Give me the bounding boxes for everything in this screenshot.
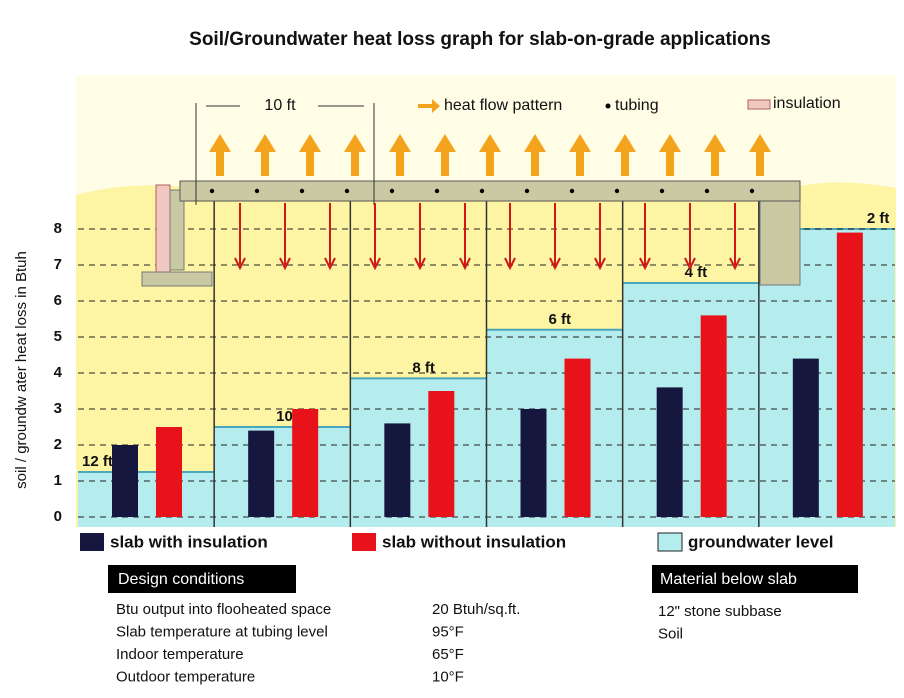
- depth-label: 12 ft: [82, 453, 113, 470]
- groundwater-level: [214, 427, 350, 527]
- tubing-dot: [750, 189, 754, 193]
- material-item: Soil: [658, 625, 683, 642]
- legend-label: slab without insulation: [382, 532, 566, 551]
- y-tick-label: 2: [54, 436, 62, 453]
- tubing-dot: [705, 189, 709, 193]
- tubing-dot: [435, 189, 439, 193]
- tubing-dot: [390, 189, 394, 193]
- tubing-dot: [480, 189, 484, 193]
- condition-name: Outdoor temperature: [116, 668, 255, 685]
- condition-value: 65°F: [432, 646, 464, 663]
- insulation-label: insulation: [773, 95, 841, 112]
- bar: [793, 359, 819, 517]
- tubing-dot: [300, 189, 304, 193]
- page: {"chart_data": {"type": "bar", "title": …: [0, 0, 904, 698]
- tubing-dot: [615, 189, 619, 193]
- legend-label: slab with insulation: [110, 532, 268, 551]
- groundwater-level: [78, 472, 214, 527]
- bar: [156, 427, 182, 517]
- design-title: Design conditions: [118, 571, 244, 588]
- y-tick-label: 8: [54, 220, 62, 237]
- bar: [112, 445, 138, 517]
- y-tick-label: 5: [54, 328, 62, 345]
- tubing-label: tubing: [615, 97, 659, 114]
- bar: [384, 423, 410, 517]
- legend-swatch: [352, 533, 376, 551]
- bar: [292, 409, 318, 517]
- chart-title: Soil/Groundwater heat loss graph for sla…: [189, 29, 771, 50]
- y-axis-label: soil / groundw ater heat loss in Btuh: [13, 251, 30, 489]
- bar: [565, 359, 591, 517]
- bar: [837, 233, 863, 517]
- groundwater-level: [487, 330, 623, 527]
- depth-label: 2 ft: [867, 210, 890, 227]
- condition-name: Indoor temperature: [116, 646, 244, 663]
- material-item: 12" stone subbase: [658, 603, 782, 620]
- bar: [248, 431, 274, 517]
- y-tick-label: 6: [54, 292, 62, 309]
- tubing-dot: [525, 189, 529, 193]
- y-tick-label: 7: [54, 256, 62, 273]
- tubing-dot: [660, 189, 664, 193]
- condition-value: 95°F: [432, 623, 464, 640]
- bar: [701, 315, 727, 517]
- depth-label: 8 ft: [412, 359, 435, 376]
- condition-name: Btu output into flooheated space: [116, 601, 331, 618]
- y-tick-label: 4: [54, 364, 63, 381]
- material-title: Material below slab: [660, 571, 797, 588]
- heat-flow-label: heat flow pattern: [444, 97, 562, 114]
- bar: [657, 387, 683, 517]
- tubing-dot: [345, 189, 349, 193]
- tubing-dot: [570, 189, 574, 193]
- groundwater-level: [350, 378, 486, 527]
- condition-name: Slab temperature at tubing level: [116, 623, 328, 640]
- tubing-dot: [255, 189, 259, 193]
- depth-label: 6 ft: [549, 311, 572, 328]
- depth-label: 4 ft: [685, 264, 708, 281]
- legend-swatch: [658, 533, 682, 551]
- y-tick-label: 0: [54, 508, 62, 525]
- bar: [521, 409, 547, 517]
- bar: [428, 391, 454, 517]
- legend-label: groundwater level: [688, 532, 833, 551]
- chart: Soil/Groundwater heat loss graph for sla…: [0, 0, 904, 698]
- tubing-dot: [210, 189, 214, 193]
- condition-value: 10°F: [432, 668, 464, 685]
- legend-swatch: [80, 533, 104, 551]
- y-tick-label: 1: [54, 472, 62, 489]
- condition-value: 20 Btuh/sq.ft.: [432, 601, 520, 618]
- span-label: 10 ft: [264, 97, 296, 114]
- groundwater-level: [623, 283, 759, 527]
- y-tick-label: 3: [54, 400, 62, 417]
